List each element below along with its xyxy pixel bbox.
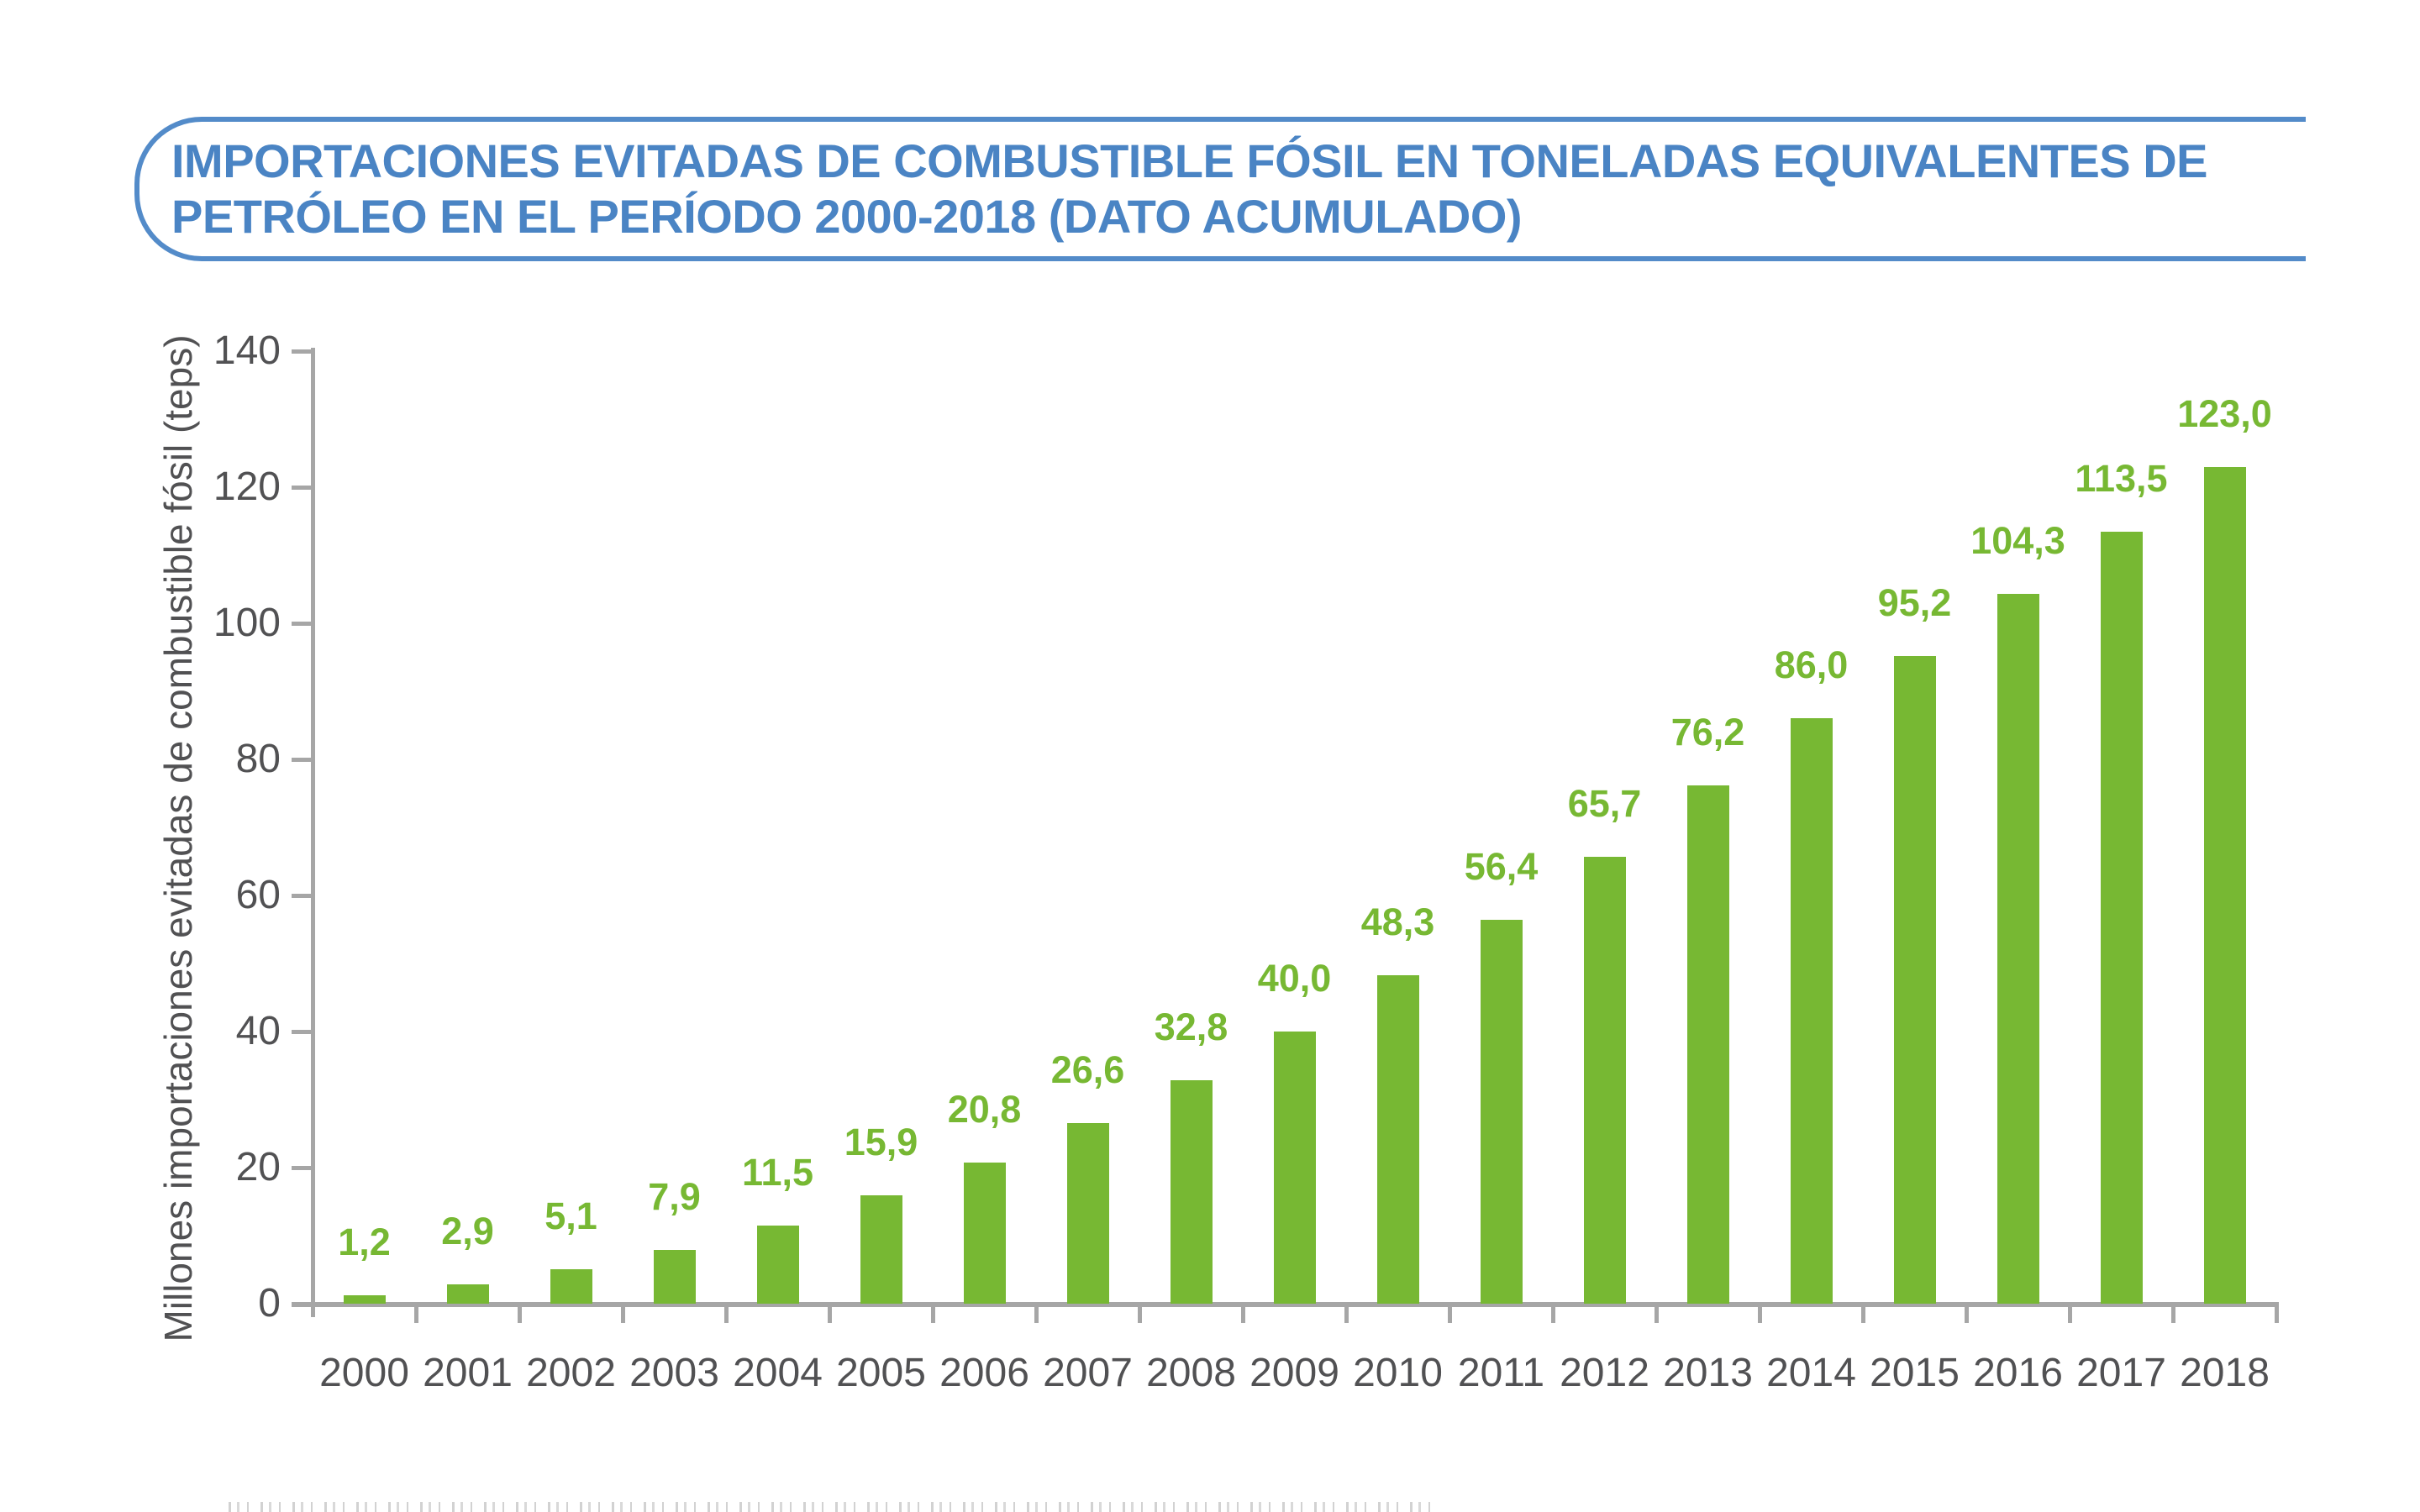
bar-value-label-2012: 65,7 [1567,782,1642,825]
bar-value-label-2002: 5,1 [544,1194,597,1237]
x-axis-label-2009: 2009 [1249,1351,1339,1395]
x-axis-label-2010: 2010 [1353,1351,1443,1395]
bar-2016 [1996,594,2039,1304]
bar-2017 [2100,532,2143,1304]
x-axis-label-2008: 2008 [1146,1351,1236,1395]
bar-value-label-2006: 20,8 [947,1088,1022,1131]
x-tick-mark-10 [1344,1307,1349,1323]
x-axis-label-2005: 2005 [836,1351,926,1395]
bar-2012 [1583,857,1626,1304]
chart-title-line1: IMPORTACIONES EVITADAS DE COMBUSTIBLE FÓ… [171,134,2208,187]
x-axis-label-2017: 2017 [2076,1351,2166,1395]
x-axis-label-2014: 2014 [1766,1351,1856,1395]
x-tick-mark-6 [931,1307,935,1323]
bar-2001 [446,1284,489,1304]
y-tick-label-40: 40 [235,1009,281,1053]
bar-2014 [1790,718,1833,1304]
bar-value-label-2008: 32,8 [1154,1005,1228,1048]
bar-2004 [756,1226,799,1304]
x-tick-mark-8 [1138,1307,1142,1323]
bar-value-label-2017: 113,5 [2075,457,2168,500]
x-tick-mark-4 [724,1307,729,1323]
x-axis-label-2004: 2004 [733,1351,823,1395]
bar-value-label-2011: 56,4 [1464,845,1539,888]
bar-value-label-2000: 1,2 [338,1221,391,1263]
x-tick-mark-2 [518,1307,522,1323]
y-tick-mark-20 [292,1166,312,1170]
bar-value-label-2005: 15,9 [844,1121,918,1163]
bar-2013 [1686,785,1729,1304]
x-tick-mark-9 [1241,1307,1245,1323]
y-tick-label-140: 140 [213,328,281,373]
x-axis-label-2006: 2006 [939,1351,1029,1395]
bar-2006 [963,1163,1006,1304]
x-tick-mark-14 [1758,1307,1762,1323]
y-tick-label-0: 0 [258,1281,281,1326]
x-tick-mark-17 [2068,1307,2072,1323]
x-tick-mark-3 [621,1307,625,1323]
x-tick-mark-15 [1861,1307,1865,1323]
y-tick-label-100: 100 [213,601,281,645]
bar-value-label-2010: 48,3 [1360,900,1435,943]
chart-title-line2: PETRÓLEO EN EL PERÍODO 2000-2018 (DATO A… [171,190,1523,243]
x-tick-mark-16 [1965,1307,1969,1323]
bar-value-label-2003: 7,9 [648,1175,701,1218]
bar-2007 [1066,1123,1109,1304]
bar-2018 [2203,467,2246,1304]
y-tick-label-60: 60 [235,873,281,917]
y-tick-mark-40 [292,1030,312,1034]
x-axis-label-2002: 2002 [526,1351,616,1395]
bar-value-label-2013: 76,2 [1670,711,1745,753]
bar-value-label-2015: 95,2 [1877,581,1952,624]
bar-value-label-2009: 40,0 [1257,957,1332,1000]
bar-2011 [1480,920,1523,1304]
y-tick-label-120: 120 [213,465,281,509]
bar-2009 [1273,1032,1316,1304]
bar-2010 [1376,975,1419,1304]
x-axis-line [292,1302,2279,1307]
clipped-footnote-text [229,1502,1439,1512]
chart-title-box: IMPORTACIONES EVITADAS DE COMBUSTIBLE FÓ… [134,117,2306,261]
bar-value-label-2001: 2,9 [441,1210,494,1252]
x-tick-mark-1 [414,1307,418,1323]
x-tick-mark-7 [1034,1307,1039,1323]
x-axis-label-2013: 2013 [1663,1351,1753,1395]
y-tick-mark-120 [292,486,312,490]
x-axis-label-2000: 2000 [319,1351,409,1395]
x-axis-label-2018: 2018 [2180,1351,2270,1395]
bar-value-label-2004: 11,5 [741,1151,814,1194]
bar-2005 [860,1195,902,1304]
bar-2000 [343,1295,386,1304]
x-tick-mark-13 [1655,1307,1659,1323]
x-axis-label-2007: 2007 [1043,1351,1133,1395]
y-tick-label-80: 80 [235,737,281,781]
y-tick-mark-100 [292,622,312,626]
x-axis-label-2011: 2011 [1457,1351,1545,1395]
bar-value-label-2016: 104,3 [1970,519,2065,562]
bar-2015 [1893,656,1936,1304]
bar-2003 [653,1250,696,1304]
y-tick-mark-140 [292,349,312,354]
bar-2008 [1170,1080,1213,1304]
x-tick-mark-5 [828,1307,832,1323]
x-axis-label-2015: 2015 [1870,1351,1960,1395]
y-tick-mark-80 [292,758,312,762]
bar-value-label-2007: 26,6 [1050,1048,1125,1091]
y-axis-line [311,348,315,1317]
x-tick-mark-18 [2171,1307,2175,1323]
bar-value-label-2014: 86,0 [1774,643,1849,686]
x-axis-label-2016: 2016 [1973,1351,2063,1395]
bar-2002 [550,1269,592,1304]
x-axis-label-2012: 2012 [1560,1351,1649,1395]
x-axis-label-2003: 2003 [629,1351,719,1395]
y-tick-mark-60 [292,894,312,898]
x-tick-mark-11 [1448,1307,1452,1323]
x-tick-mark-19 [2275,1307,2279,1323]
x-axis-label-2001: 2001 [423,1351,513,1395]
bar-value-label-2018: 123,0 [2177,392,2272,435]
x-tick-mark-12 [1551,1307,1555,1323]
y-tick-label-20: 20 [235,1145,281,1189]
